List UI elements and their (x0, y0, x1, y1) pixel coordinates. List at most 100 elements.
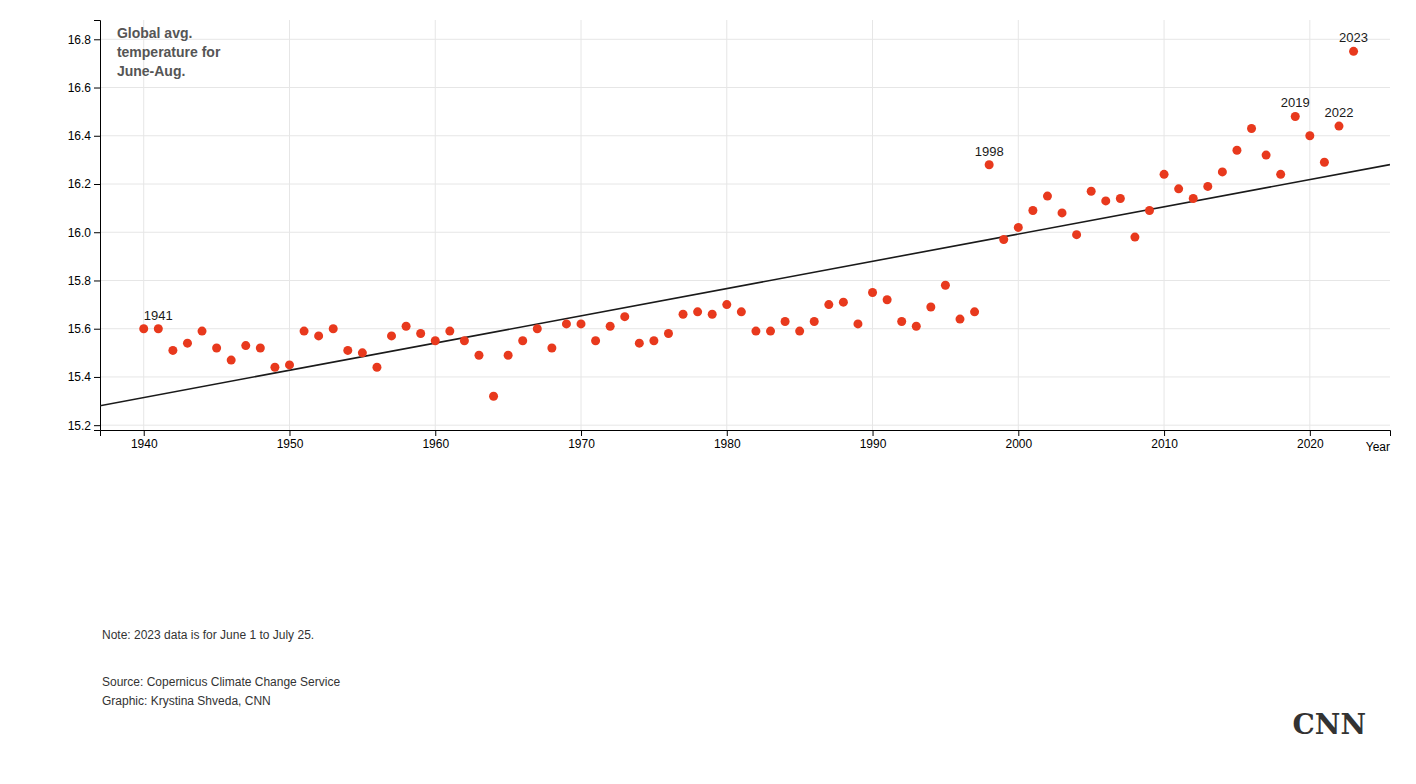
x-axis-tick-mark (435, 430, 436, 436)
x-axis-tick: 1990 (860, 430, 887, 451)
point (708, 310, 717, 319)
title-line: June-Aug. (117, 63, 185, 79)
point (1087, 187, 1096, 196)
y-axis-tick: 16.2 (68, 177, 100, 191)
point (533, 324, 542, 333)
grid-line-x (872, 20, 873, 430)
x-axis-tick-mark (873, 430, 874, 436)
point (474, 351, 483, 360)
point (372, 363, 381, 372)
x-axis-tick-label: 1980 (714, 437, 741, 451)
y-axis-tick: 15.8 (68, 274, 100, 288)
point (912, 322, 921, 331)
point (1145, 206, 1154, 215)
point (883, 295, 892, 304)
point (300, 327, 309, 336)
point (416, 329, 425, 338)
x-axis-tick-label: 1950 (277, 437, 304, 451)
annotations: 19411998201920222023 (144, 30, 1368, 322)
grid-line-x (1164, 20, 1165, 430)
y-axis-tick-mark (94, 88, 100, 89)
x-axis-title: Year (1366, 440, 1390, 454)
point (1320, 158, 1329, 167)
point (1058, 208, 1067, 217)
x-axis-tick: 1940 (131, 430, 158, 451)
y-axis-tick-label: 16.0 (68, 226, 92, 240)
x-axis-tick-label: 2000 (1005, 437, 1032, 451)
point (1160, 170, 1169, 179)
point (970, 307, 979, 316)
point (577, 319, 586, 328)
y-axis-tick-mark (94, 329, 100, 330)
point (1218, 167, 1227, 176)
point (1203, 182, 1212, 191)
point (679, 310, 688, 319)
grid-line-y (100, 39, 1390, 40)
point (358, 348, 367, 357)
point (445, 327, 454, 336)
y-axis-tick-mark (94, 425, 100, 426)
annotation: 1998 (975, 144, 1004, 159)
x-axis-tick-label: 1970 (568, 437, 595, 451)
point (1262, 151, 1271, 160)
point (1014, 223, 1023, 232)
x-axis-line (101, 431, 1391, 437)
y-axis-tick-label: 16.6 (68, 81, 92, 95)
point (606, 322, 615, 331)
y-axis-tick-label: 16.2 (68, 177, 92, 191)
point (387, 331, 396, 340)
point (664, 329, 673, 338)
point (402, 322, 411, 331)
y-axis-tick-label: 15.2 (68, 419, 92, 433)
x-axis: 1940 1950 1960 1970 1980 1990 2000 2010 2020 (101, 430, 1391, 451)
point (781, 317, 790, 326)
point (285, 360, 294, 369)
point (853, 319, 862, 328)
point (270, 363, 279, 372)
footnote-line: Source: Copernicus Climate Change Servic… (102, 675, 340, 689)
point (1349, 47, 1358, 56)
y-axis-tick-mark (94, 280, 100, 281)
grid-line-y (100, 328, 1390, 329)
trend-line (100, 165, 1390, 406)
x-axis-tick: 2020 (1297, 430, 1324, 451)
point (649, 336, 658, 345)
y-axis-tick: 16.6 (68, 81, 100, 95)
point (489, 392, 498, 401)
point (926, 303, 935, 312)
y-axis-tick-label: 15.6 (68, 322, 92, 336)
point (985, 160, 994, 169)
point (1072, 230, 1081, 239)
x-axis-tick: 2010 (1151, 430, 1178, 451)
y-axis: 15.215.415.615.816.016.216.416.616.8 (68, 21, 101, 433)
point (737, 307, 746, 316)
point (693, 307, 702, 316)
y-axis-tick-label: 15.8 (68, 274, 92, 288)
point (168, 346, 177, 355)
x-axis-tick: 1950 (277, 430, 304, 451)
y-axis-tick-mark (94, 136, 100, 137)
x-axis-tick: 1960 (422, 430, 449, 451)
point (183, 339, 192, 348)
point (504, 351, 513, 360)
point (1305, 131, 1314, 140)
x-axis-tick-label: 1940 (131, 437, 158, 451)
point (1028, 206, 1037, 215)
grid-line-x (581, 20, 582, 430)
y-axis-tick-label: 15.4 (68, 370, 92, 384)
grid-line-y (100, 184, 1390, 185)
point (810, 317, 819, 326)
point (941, 281, 950, 290)
point (212, 344, 221, 353)
point (139, 324, 148, 333)
footnote-line: Graphic: Krystina Shveda, CNN (102, 694, 271, 708)
point (1043, 192, 1052, 201)
annotation: 1941 (144, 308, 173, 323)
x-axis-tick: 1970 (568, 430, 595, 451)
footnote-line: Note: 2023 data is for June 1 to July 25… (102, 628, 314, 642)
grid (100, 20, 1390, 430)
point (1276, 170, 1285, 179)
point (256, 344, 265, 353)
point (562, 319, 571, 328)
point (329, 324, 338, 333)
